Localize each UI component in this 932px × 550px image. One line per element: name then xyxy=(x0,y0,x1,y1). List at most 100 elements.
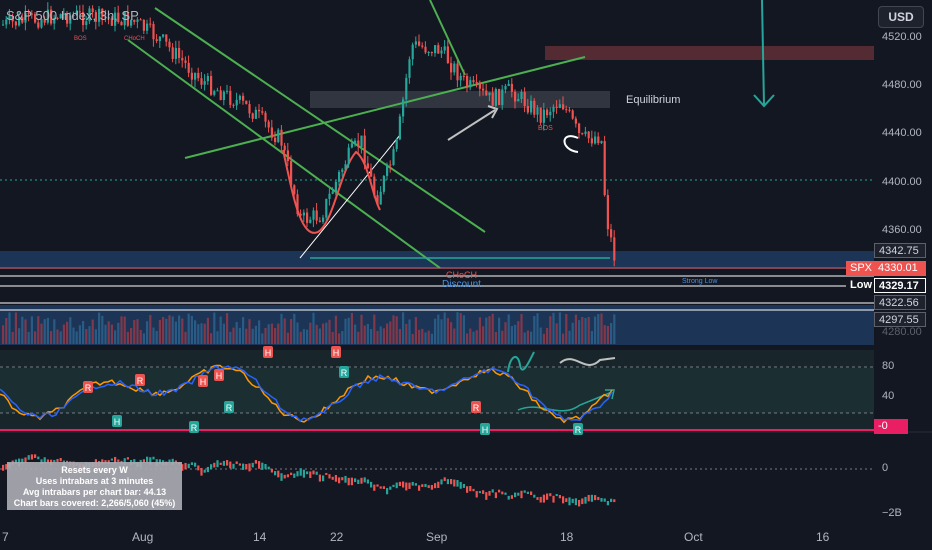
level-tag-mid: 4322.56 xyxy=(874,295,926,310)
volume-bar xyxy=(398,328,401,344)
candle xyxy=(104,16,107,18)
delta-bar xyxy=(562,496,565,504)
signal-marker xyxy=(83,381,93,393)
candle xyxy=(590,138,593,144)
delta-bar xyxy=(34,454,37,458)
delta-bar xyxy=(498,489,501,493)
time-label: Sep xyxy=(426,530,448,544)
signal-marker xyxy=(214,369,224,381)
delta-bar xyxy=(338,477,341,484)
volume-bar xyxy=(78,325,81,344)
candle xyxy=(482,88,485,91)
delta-bar xyxy=(382,486,385,489)
delta-bar xyxy=(373,484,376,491)
delta-bar xyxy=(453,479,456,487)
delta-bar xyxy=(328,474,331,479)
volume-bar xyxy=(546,327,549,344)
volume-bar xyxy=(171,316,174,344)
volume-bar xyxy=(59,331,62,344)
level-tag-lower: 4297.55 xyxy=(874,312,926,327)
delta-label: 0 xyxy=(882,462,889,474)
volume-bar xyxy=(194,320,197,344)
volume-bar xyxy=(562,333,565,344)
candle xyxy=(136,19,139,22)
candle xyxy=(264,112,267,122)
volume-bar xyxy=(366,323,369,344)
volume-bar xyxy=(568,330,571,344)
candle xyxy=(181,57,184,61)
volume-bar xyxy=(200,323,203,344)
choch-bottom-label: CHoCH xyxy=(446,270,478,280)
volume-bar xyxy=(357,331,360,344)
volume-bar xyxy=(53,319,56,344)
osc-drawing-arrow xyxy=(517,391,613,412)
candle xyxy=(472,80,475,83)
candle xyxy=(254,109,257,119)
volume-bar xyxy=(126,331,129,344)
volume-bar xyxy=(424,332,427,344)
volume-bar xyxy=(344,318,347,344)
volume-bar xyxy=(152,327,155,344)
volume-bar xyxy=(389,321,392,344)
volume-bar xyxy=(155,330,158,344)
volume-bar xyxy=(302,329,305,344)
candle xyxy=(238,95,241,100)
currency-button[interactable]: USD xyxy=(878,6,924,28)
candle xyxy=(424,46,427,53)
volume-bar xyxy=(133,319,136,344)
signal-marker xyxy=(135,374,145,386)
candle xyxy=(610,229,613,238)
volume-bar xyxy=(322,323,325,344)
candle xyxy=(597,136,600,144)
delta-bar xyxy=(613,499,616,503)
symbol-title[interactable]: S&P 500 Index, 3h, SP xyxy=(6,8,139,23)
delta-bar xyxy=(507,495,510,500)
delta-bar xyxy=(552,495,555,503)
delta-bar xyxy=(293,473,296,478)
volume-bar xyxy=(216,331,219,344)
volume-bar xyxy=(523,332,526,344)
candle xyxy=(85,21,88,26)
delta-bar xyxy=(309,471,312,479)
candle xyxy=(466,75,469,88)
delta-bar xyxy=(334,475,337,482)
candle xyxy=(206,76,209,82)
delta-bar xyxy=(190,462,193,466)
delta-bar xyxy=(520,490,523,499)
candle xyxy=(130,19,133,26)
delta-bar xyxy=(302,469,305,478)
delta-bar xyxy=(494,492,497,499)
candle xyxy=(549,111,552,116)
volume-bar xyxy=(107,321,110,344)
time-label: 16 xyxy=(816,530,830,544)
delta-bar xyxy=(187,463,190,469)
delta-bar xyxy=(568,497,571,506)
volume-bar xyxy=(418,329,421,344)
signal-marker-text: R xyxy=(191,423,198,433)
candle xyxy=(94,12,97,22)
candle xyxy=(331,191,334,194)
intrabar-info-box: Resets every W Uses intrabars at 3 minut… xyxy=(7,462,182,510)
delta-bar xyxy=(344,475,347,483)
delta-bar xyxy=(238,463,241,466)
delta-bar xyxy=(584,496,587,504)
info-line: Avg intrabars per chart bar: 44.13 xyxy=(22,487,167,497)
osc-zero-tag: -0 xyxy=(874,419,908,434)
candle xyxy=(139,19,142,21)
volume-bar xyxy=(440,319,443,344)
volume-bar xyxy=(91,319,94,344)
bos-label: BOS xyxy=(538,125,553,132)
volume-bar xyxy=(520,314,523,344)
volume-bar xyxy=(248,319,251,344)
delta-bar xyxy=(434,483,437,489)
candle xyxy=(536,107,539,115)
signal-marker-text: H xyxy=(265,348,272,358)
osc-label: 80 xyxy=(882,360,895,372)
delta-bar xyxy=(322,475,325,482)
volume-bar xyxy=(290,319,293,344)
osc-arrow-head xyxy=(605,389,615,400)
candle xyxy=(402,99,405,117)
volume-bar xyxy=(114,330,117,344)
info-line: Chart bars covered: 2,266/5,060 (45%) xyxy=(13,498,176,508)
